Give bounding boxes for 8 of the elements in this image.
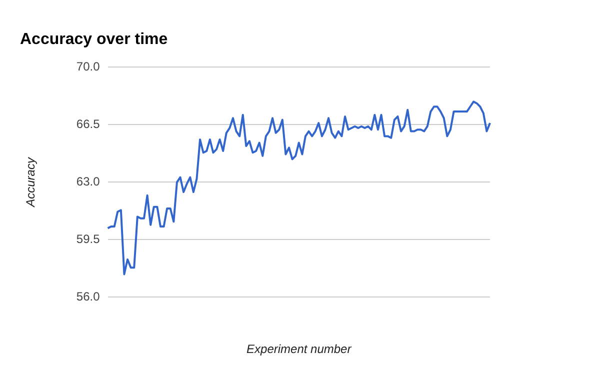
y-tick-label: 63.0 xyxy=(76,174,100,189)
y-tick-label: 70.0 xyxy=(76,60,100,74)
x-axis-title: Experiment number xyxy=(246,342,352,356)
y-tick-label: 66.5 xyxy=(76,117,100,132)
y-tick-label: 56.0 xyxy=(76,290,100,304)
y-axis-title: Accuracy xyxy=(24,156,38,208)
y-tick-label: 59.5 xyxy=(76,232,100,246)
chart-title: Accuracy over time xyxy=(20,31,168,48)
